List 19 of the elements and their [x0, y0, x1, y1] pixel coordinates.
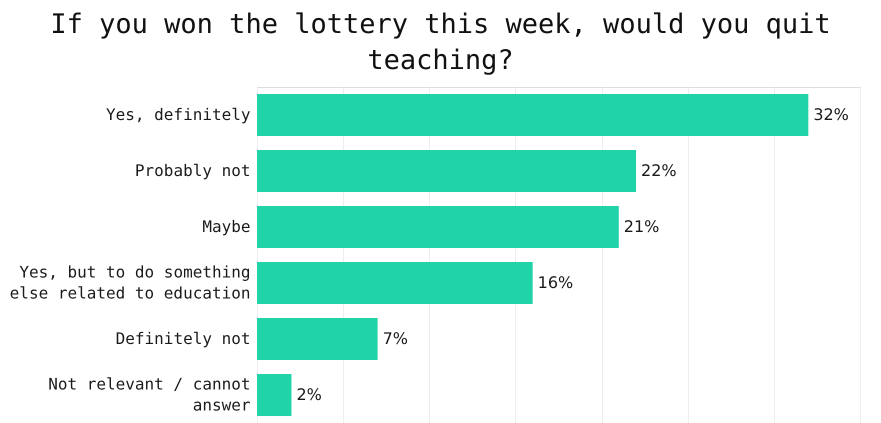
bar: [257, 150, 636, 192]
y-tick-label: Probably not: [134, 161, 250, 180]
y-tick-label: Yes, but to do something else related to education: [10, 262, 250, 302]
data-label: 16%: [538, 273, 574, 292]
bar: [257, 318, 378, 360]
data-label: 7%: [382, 329, 408, 348]
y-tick-label: Not relevant / cannot answer: [48, 374, 251, 414]
data-label: 32%: [813, 105, 849, 124]
bar: [257, 206, 619, 248]
data-label: 21%: [624, 217, 660, 236]
y-tick-label: Definitely not: [116, 329, 250, 348]
y-tick-label: Maybe: [202, 217, 250, 236]
data-label: 2%: [296, 385, 322, 404]
chart-title: If you won the lottery this week, would you quit teaching?: [50, 9, 831, 76]
bar: [257, 262, 533, 304]
data-label: 22%: [641, 161, 677, 180]
y-tick-label: Yes, definitely: [106, 105, 251, 124]
bar: [257, 94, 808, 136]
bar: [257, 374, 292, 416]
